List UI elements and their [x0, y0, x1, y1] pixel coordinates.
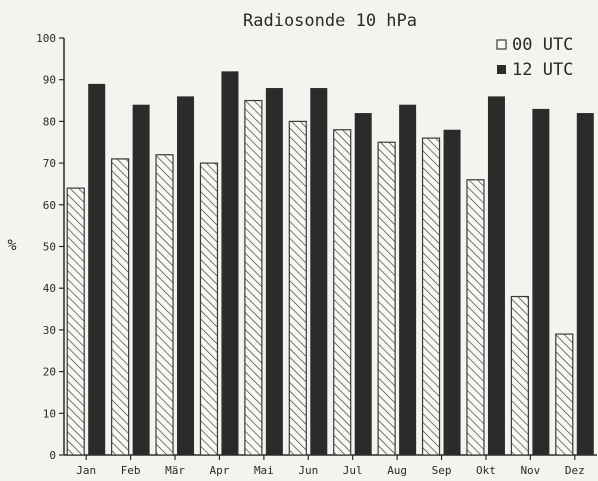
- x-tick-label: Mär: [165, 464, 185, 477]
- bar-12utc: [177, 96, 195, 455]
- bar-12utc: [221, 71, 239, 456]
- bar-00utc: [155, 154, 174, 456]
- y-tick-label: 10: [43, 407, 56, 420]
- bar-00utc: [555, 333, 574, 456]
- bar-12utc: [532, 108, 550, 455]
- bar-12utc: [443, 129, 461, 456]
- legend-swatch-00utc: [496, 39, 507, 50]
- y-tick-label: 70: [43, 157, 56, 170]
- legend-label-12utc: 12 UTC: [512, 60, 573, 80]
- bar-12utc: [354, 113, 372, 455]
- x-tick-label: Jan: [76, 464, 96, 477]
- y-tick-label: 20: [43, 366, 56, 379]
- y-tick-label: 50: [43, 241, 56, 254]
- chart-title: Radiosonde 10 hPa: [243, 11, 417, 31]
- y-tick-label: 30: [43, 324, 56, 337]
- x-tick-label: Okt: [476, 464, 496, 477]
- y-tick-label: 80: [43, 115, 56, 128]
- bar-00utc: [377, 141, 396, 456]
- x-tick-label: Feb: [121, 464, 141, 477]
- x-tick-label: Mai: [254, 464, 274, 477]
- x-tick-label: Dez: [565, 464, 585, 477]
- y-tick-label: 90: [43, 74, 56, 87]
- legend: 00 UTC 12 UTC: [496, 35, 573, 80]
- bar-12utc: [310, 88, 328, 455]
- x-tick-label: Nov: [520, 464, 540, 477]
- bar-00utc: [466, 179, 485, 456]
- x-tick-label: Jul: [343, 464, 363, 477]
- bar-00utc: [421, 137, 441, 456]
- legend-swatch-12utc: [497, 65, 506, 74]
- bar-00utc: [288, 120, 307, 456]
- legend-label-00utc: 00 UTC: [512, 35, 573, 55]
- bar-12utc: [399, 104, 417, 455]
- bar-00utc: [66, 187, 85, 456]
- bars: [66, 71, 594, 456]
- y-axis-label: %: [7, 236, 16, 254]
- y-tick-label: 100: [36, 32, 56, 45]
- y-tick-label: 60: [43, 199, 56, 212]
- bar-00utc: [111, 158, 130, 456]
- bar-00utc: [244, 99, 263, 456]
- bar-12utc: [487, 96, 505, 455]
- x-tick-label: Aug: [387, 464, 407, 477]
- x-tick-label: Apr: [210, 464, 230, 477]
- bar-00utc: [510, 295, 529, 456]
- bar-00utc: [333, 129, 352, 456]
- bar-00utc: [199, 162, 219, 456]
- bar-12utc: [265, 88, 283, 455]
- bar-12utc: [88, 83, 106, 456]
- bar-12utc: [132, 104, 150, 455]
- y-tick-label: 40: [43, 282, 56, 295]
- y-tick-label: 0: [49, 449, 56, 462]
- axes: 0 10 20 30 40 50 60 70 80 90 100 Jan Feb Mär Apr Mai Jun…: [36, 32, 597, 477]
- x-tick-label: Sep: [432, 464, 452, 477]
- x-tick-label: Jun: [298, 464, 318, 477]
- bar-12utc: [576, 113, 594, 455]
